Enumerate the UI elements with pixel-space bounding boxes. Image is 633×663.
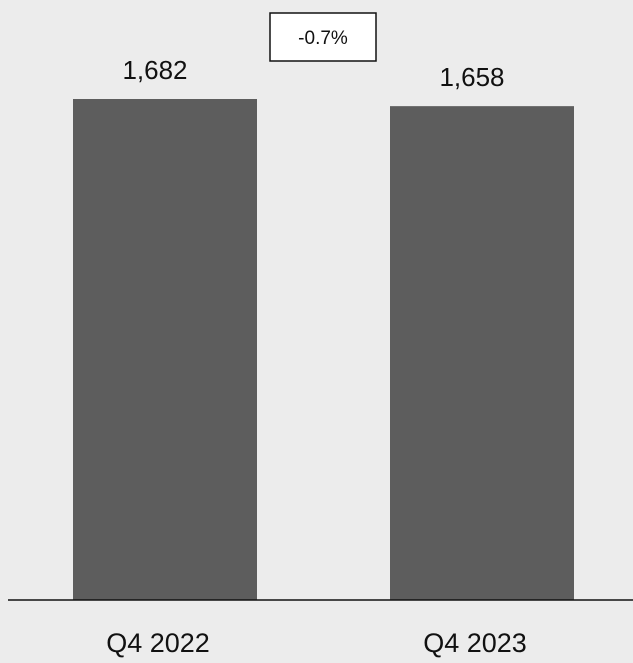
x-tick-label: Q4 2022	[106, 628, 210, 658]
bar-q4-2022	[73, 99, 257, 600]
data-label: 1,682	[122, 55, 187, 85]
change-annotation-text: -0.7%	[298, 28, 348, 49]
data-label: 1,658	[439, 62, 504, 92]
x-tick-label: Q4 2023	[423, 628, 527, 658]
change-annotation: -0.7%	[270, 13, 376, 61]
bar-q4-2023	[390, 106, 574, 600]
bars-layer	[73, 99, 574, 600]
